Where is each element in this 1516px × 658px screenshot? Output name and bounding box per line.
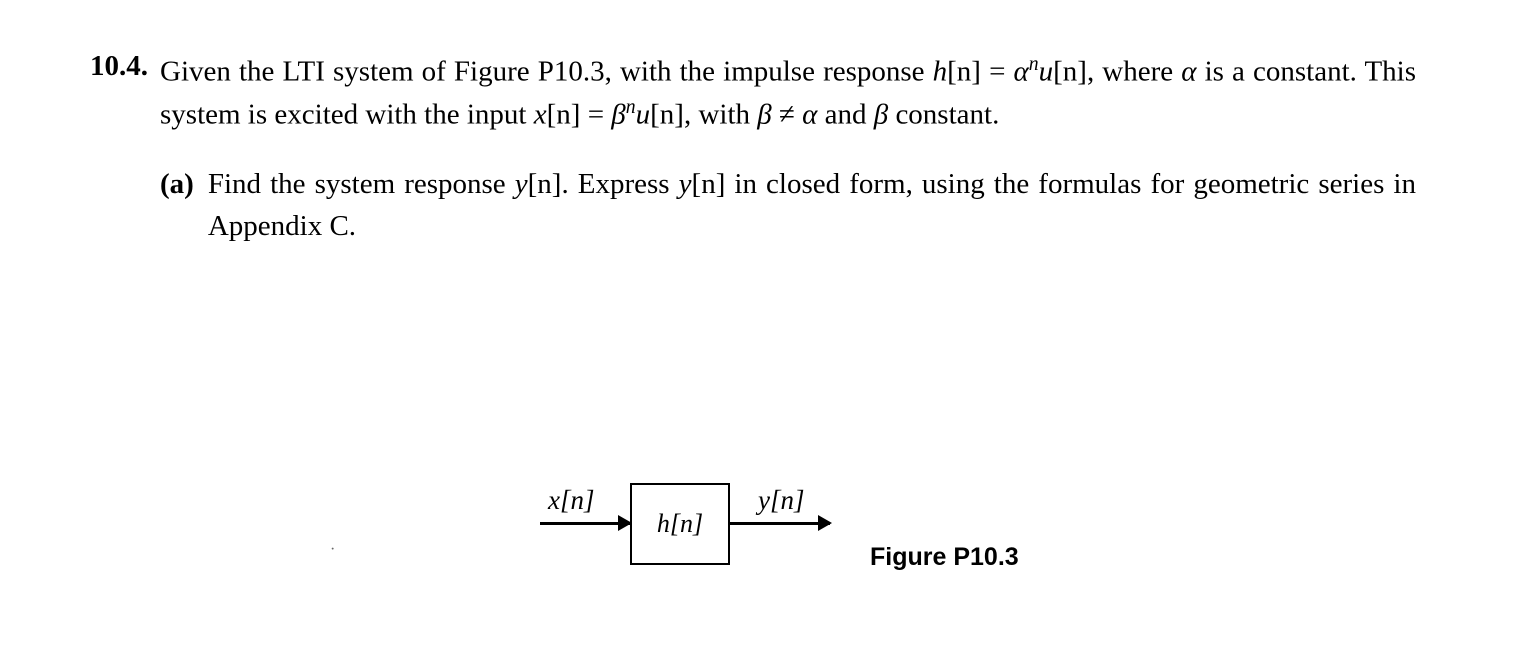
part-label: (a) <box>160 163 194 205</box>
figure-p10-3: · x[n] h[n] y[n] Figure P10.3 <box>0 445 1516 615</box>
scan-artifact: · <box>330 541 335 559</box>
input-arrow <box>540 522 630 525</box>
problem-10-4: 10.4. Given the LTI system of Figure P10… <box>90 50 1416 248</box>
beta: β <box>611 98 625 130</box>
output-label: y[n] <box>758 485 805 516</box>
block-diagram: x[n] h[n] y[n] <box>520 465 850 575</box>
math-u: u <box>1039 56 1054 88</box>
problem-number: 10.4. <box>90 50 148 83</box>
text: , where <box>1087 56 1181 88</box>
alpha: α <box>1014 56 1029 88</box>
math-hn-arg: [n] <box>947 56 981 88</box>
neq: ≠ <box>772 98 802 130</box>
text: , with <box>684 98 757 130</box>
part-a-body: Find the system response y[n]. Express y… <box>208 163 1416 247</box>
sup-n: n <box>1029 53 1039 75</box>
math-h: h <box>933 56 948 88</box>
eq: = <box>981 56 1014 88</box>
alpha: α <box>802 98 817 130</box>
text: and <box>817 98 873 130</box>
math-u: u <box>636 98 651 130</box>
problem-statement: Given the LTI system of Figure P10.3, wi… <box>160 50 1416 248</box>
math-xn-arg: [n] <box>547 98 581 130</box>
text: constant. <box>888 98 999 130</box>
beta: β <box>757 98 771 130</box>
text: Given the LTI system of Figure P10.3, wi… <box>160 56 933 88</box>
math-y: y <box>515 168 528 200</box>
text: . Express <box>561 168 678 200</box>
math-yn-arg: [n] <box>528 168 562 200</box>
part-a: (a) Find the system response y[n]. Expre… <box>160 163 1416 247</box>
figure-caption: Figure P10.3 <box>870 543 1019 572</box>
sup-n: n <box>626 96 636 118</box>
eq: = <box>580 98 611 130</box>
text: Find the system response <box>208 168 515 200</box>
input-label: x[n] <box>548 485 595 516</box>
system-block: h[n] <box>630 483 730 565</box>
output-arrow <box>730 522 830 525</box>
block-label: h[n] <box>657 509 703 539</box>
math-y: y <box>679 168 692 200</box>
math-un-arg: [n] <box>1053 56 1087 88</box>
math-un-arg: [n] <box>650 98 684 130</box>
math-x: x <box>534 98 547 130</box>
alpha: α <box>1181 56 1196 88</box>
math-yn-arg: [n] <box>692 168 726 200</box>
beta: β <box>874 98 888 130</box>
